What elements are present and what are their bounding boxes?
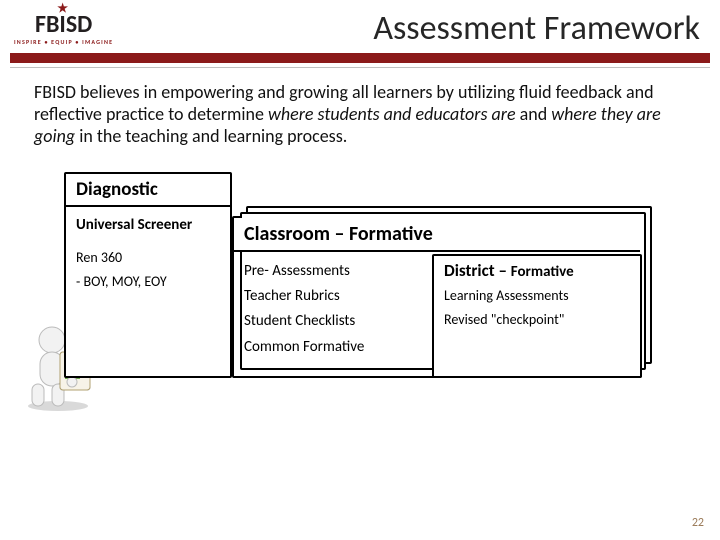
header-rule xyxy=(10,53,710,63)
diagnostic-line1: Ren 360 xyxy=(76,247,220,269)
intro-mid: and xyxy=(516,103,552,125)
panel-diagnostic-body: Universal Screener Ren 360 - BOY, MOY, E… xyxy=(66,207,230,306)
district-line1: Learning Assessments xyxy=(444,285,630,307)
panel-district: District – Formative Learning Assessment… xyxy=(432,254,642,378)
logo-text: FBI★SD xyxy=(35,13,92,37)
intro-em1: where students and educators are xyxy=(268,103,516,125)
page-title: Assessment Framework xyxy=(113,8,706,49)
logo-tagline: INSPIRE • EQUIP • IMAGINE xyxy=(14,39,113,45)
page-number: 22 xyxy=(692,516,704,530)
classroom-line4: Common Formative xyxy=(244,336,414,359)
diagnostic-sub: Universal Screener xyxy=(76,213,220,237)
classroom-line3: Student Checklists xyxy=(244,310,414,333)
diagram-area: Diagnostic Universal Screener Ren 360 - … xyxy=(0,172,720,432)
intro-post: in the teaching and learning process. xyxy=(75,125,347,147)
district-heading-a: District – xyxy=(444,260,511,281)
panel-diagnostic-heading: Diagnostic xyxy=(66,174,230,207)
star-icon: ★ xyxy=(57,3,68,15)
intro-paragraph: FBISD believes in empowering and growing… xyxy=(0,68,720,158)
classroom-line2: Teacher Rubrics xyxy=(244,285,414,308)
panel-classroom-heading: Classroom – Formative xyxy=(234,218,640,252)
diagnostic-line2: - BOY, MOY, EOY xyxy=(76,271,220,293)
header: FBI★SD INSPIRE • EQUIP • IMAGINE Assessm… xyxy=(0,0,720,53)
panel-district-heading: District – Formative xyxy=(434,256,640,281)
logo: FBI★SD INSPIRE • EQUIP • IMAGINE xyxy=(14,13,113,45)
panel-district-body: Learning Assessments Revised "checkpoint… xyxy=(434,281,640,342)
district-line2: Revised "checkpoint" xyxy=(444,309,630,331)
district-heading-b: Formative xyxy=(511,263,574,281)
panel-classroom-body: Pre- Assessments Teacher Rubrics Student… xyxy=(234,252,424,371)
panel-diagnostic: Diagnostic Universal Screener Ren 360 - … xyxy=(64,172,232,378)
classroom-line1: Pre- Assessments xyxy=(244,260,414,283)
